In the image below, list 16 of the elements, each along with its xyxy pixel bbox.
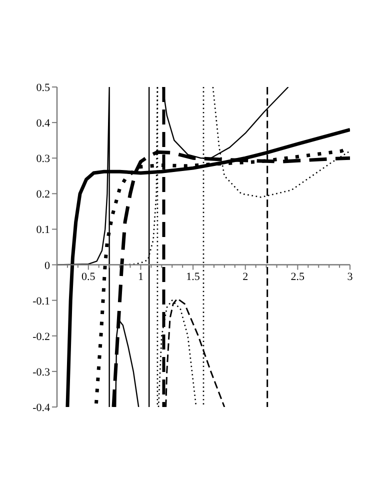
y-tick-label: -0.1 <box>32 295 50 308</box>
y-tick-label: 0.1 <box>36 224 50 236</box>
x-tick-label: 3 <box>347 270 354 283</box>
y-tick-label: -0.2 <box>32 330 50 343</box>
y-tick-label: -0.3 <box>32 366 50 378</box>
y-tick-label: 0.4 <box>36 118 50 130</box>
y-tick-label: 0.5 <box>36 82 50 94</box>
x-tick-label: 2 <box>242 270 248 283</box>
x-tick-label: 1.5 <box>186 270 200 283</box>
y-tick-label: 0 <box>44 260 50 272</box>
x-tick-label: 0.5 <box>82 270 96 283</box>
x-tick-label: 2.5 <box>290 270 306 283</box>
y-tick-label: -0.4 <box>32 402 50 414</box>
x-tick-label: 1 <box>138 270 144 283</box>
y-tick-label: 0.2 <box>36 188 50 201</box>
y-tick-label: 0.3 <box>36 153 50 166</box>
